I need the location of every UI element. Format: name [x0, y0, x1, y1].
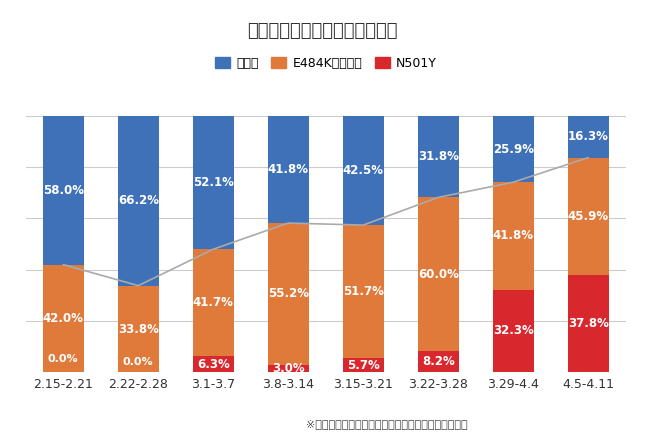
Text: 16.3%: 16.3%	[568, 130, 609, 143]
Bar	[342, 358, 384, 372]
Bar	[417, 197, 459, 351]
Text: 58.0%: 58.0%	[43, 184, 84, 197]
Bar	[493, 290, 534, 372]
Text: 0.0%: 0.0%	[48, 355, 79, 365]
Text: 60.0%: 60.0%	[418, 268, 459, 281]
Bar	[193, 356, 234, 372]
Bar	[417, 116, 459, 197]
Text: 41.7%: 41.7%	[193, 296, 233, 309]
Text: ※都健安研におけるスクリーニング結果をもとに推計: ※都健安研におけるスクリーニング結果をもとに推計	[306, 419, 468, 429]
Bar	[268, 116, 309, 223]
Text: 都内変異株の発生割合（推移）: 都内変異株の発生割合（推移）	[247, 22, 398, 40]
Text: 25.9%: 25.9%	[493, 142, 533, 155]
Text: 42.0%: 42.0%	[43, 312, 84, 325]
Bar	[193, 116, 234, 249]
Bar	[268, 365, 309, 372]
Bar	[117, 116, 159, 286]
Text: 6.3%: 6.3%	[197, 358, 230, 371]
Bar	[342, 225, 384, 358]
Text: 5.7%: 5.7%	[347, 359, 380, 372]
Text: 51.7%: 51.7%	[342, 285, 384, 298]
Bar	[568, 158, 609, 275]
Text: 33.8%: 33.8%	[118, 323, 159, 336]
Bar	[568, 275, 609, 372]
Bar	[493, 182, 534, 290]
Text: 32.3%: 32.3%	[493, 324, 533, 337]
Text: 0.0%: 0.0%	[123, 357, 154, 367]
Bar	[417, 351, 459, 372]
Text: 3.0%: 3.0%	[272, 362, 304, 375]
Text: 42.5%: 42.5%	[342, 164, 384, 177]
Text: 41.8%: 41.8%	[268, 163, 309, 176]
Legend: 従来株, E484K単独変異, N501Y: 従来株, E484K単独変異, N501Y	[210, 52, 442, 74]
Text: 45.9%: 45.9%	[568, 210, 609, 223]
Bar	[43, 265, 84, 372]
Text: 66.2%: 66.2%	[118, 194, 159, 207]
Text: 31.8%: 31.8%	[418, 150, 459, 163]
Text: 37.8%: 37.8%	[568, 317, 609, 330]
Bar	[193, 249, 234, 356]
Bar	[568, 116, 609, 158]
Text: 8.2%: 8.2%	[422, 355, 455, 368]
Bar	[43, 116, 84, 265]
Text: 55.2%: 55.2%	[268, 288, 309, 301]
Bar	[493, 116, 534, 182]
Text: 41.8%: 41.8%	[493, 229, 533, 242]
Bar	[342, 116, 384, 225]
Text: 52.1%: 52.1%	[193, 176, 233, 189]
Bar	[268, 223, 309, 365]
Bar	[117, 286, 159, 372]
